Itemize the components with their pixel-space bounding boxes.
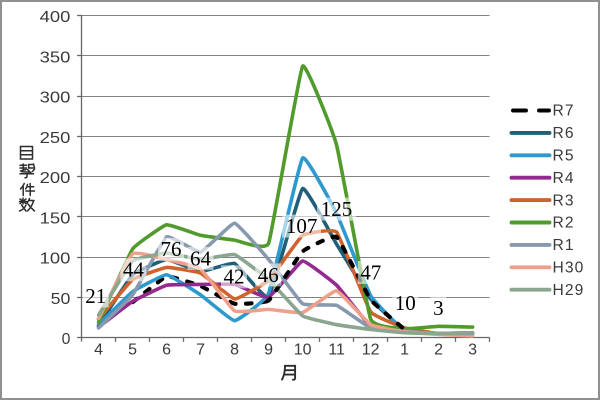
svg-text:300: 300	[40, 90, 71, 107]
svg-text:R6: R6	[553, 125, 575, 142]
svg-text:44: 44	[123, 258, 145, 282]
svg-text:64: 64	[190, 246, 212, 270]
svg-text:10: 10	[395, 291, 416, 315]
svg-text:100: 100	[40, 251, 71, 268]
svg-text:7: 7	[196, 341, 205, 358]
svg-text:3: 3	[433, 296, 444, 320]
svg-text:R5: R5	[553, 148, 575, 165]
svg-text:10: 10	[294, 341, 312, 358]
svg-text:4: 4	[94, 341, 103, 358]
svg-text:6: 6	[162, 341, 171, 358]
svg-text:3: 3	[468, 341, 477, 358]
svg-text:R4: R4	[553, 170, 575, 187]
svg-text:50: 50	[51, 291, 71, 308]
svg-text:21: 21	[85, 284, 106, 308]
svg-text:42: 42	[224, 265, 245, 289]
svg-text:12: 12	[362, 341, 380, 358]
svg-text:200: 200	[40, 170, 71, 187]
svg-text:5: 5	[128, 341, 137, 358]
svg-text:47: 47	[360, 260, 381, 284]
svg-text:1: 1	[400, 341, 409, 358]
svg-text:R2: R2	[553, 215, 575, 232]
svg-text:R1: R1	[553, 237, 575, 254]
svg-text:0: 0	[62, 331, 71, 348]
svg-text:8: 8	[230, 341, 239, 358]
svg-text:R3: R3	[553, 192, 575, 209]
svg-text:R7: R7	[553, 103, 575, 120]
svg-text:H30: H30	[553, 260, 585, 277]
svg-text:11: 11	[328, 341, 345, 358]
svg-text:107: 107	[286, 214, 318, 238]
svg-text:250: 250	[40, 130, 71, 147]
svg-text:9: 9	[264, 341, 273, 358]
svg-text:46: 46	[258, 263, 279, 287]
svg-text:125: 125	[321, 197, 353, 221]
svg-text:400: 400	[40, 9, 71, 26]
svg-text:76: 76	[161, 237, 182, 261]
svg-text:2: 2	[434, 341, 443, 358]
svg-text:150: 150	[40, 210, 71, 227]
svg-text:350: 350	[40, 49, 71, 66]
svg-text:H29: H29	[553, 282, 585, 299]
